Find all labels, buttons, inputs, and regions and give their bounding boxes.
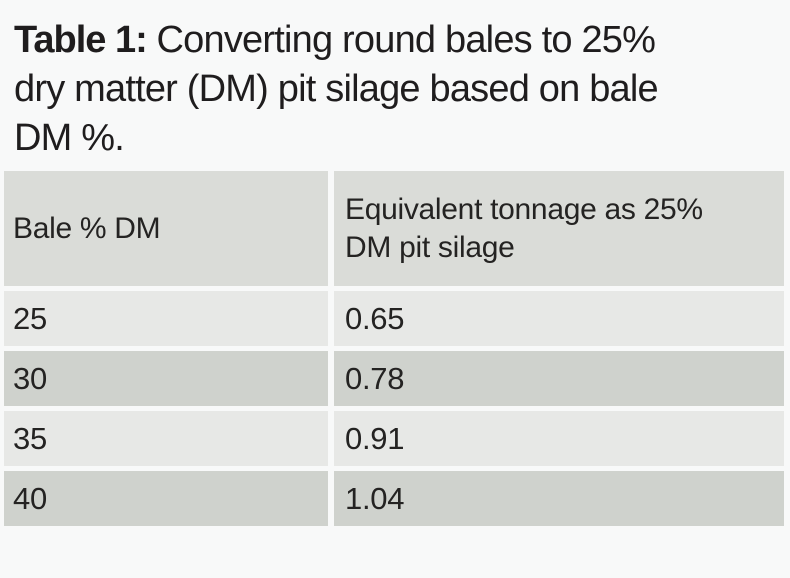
cell-equivalent-tonnage: 0.65 <box>334 291 784 346</box>
table-caption: Converting round bales to 25% dry matter… <box>14 19 659 159</box>
table-number-label: Table 1: <box>14 19 148 61</box>
cell-equivalent-tonnage: 1.04 <box>334 471 784 526</box>
column-header-bale-dm: Bale % DM <box>4 171 328 286</box>
column-header-equivalent-tonnage: Equivalent tonnage as 25% DM pit silage <box>334 171 784 286</box>
article-table-figure: Table 1: Converting round bales to 25% d… <box>0 0 790 526</box>
page-title: Table 1: Converting round bales to 25% d… <box>0 0 790 163</box>
cell-bale-dm: 25 <box>4 291 328 346</box>
cell-equivalent-tonnage: 0.91 <box>334 411 784 466</box>
cell-bale-dm: 30 <box>4 351 328 406</box>
data-table: Bale % DM Equivalent tonnage as 25% DM p… <box>4 171 784 526</box>
cell-equivalent-tonnage: 0.78 <box>334 351 784 406</box>
cell-bale-dm: 35 <box>4 411 328 466</box>
cell-bale-dm: 40 <box>4 471 328 526</box>
